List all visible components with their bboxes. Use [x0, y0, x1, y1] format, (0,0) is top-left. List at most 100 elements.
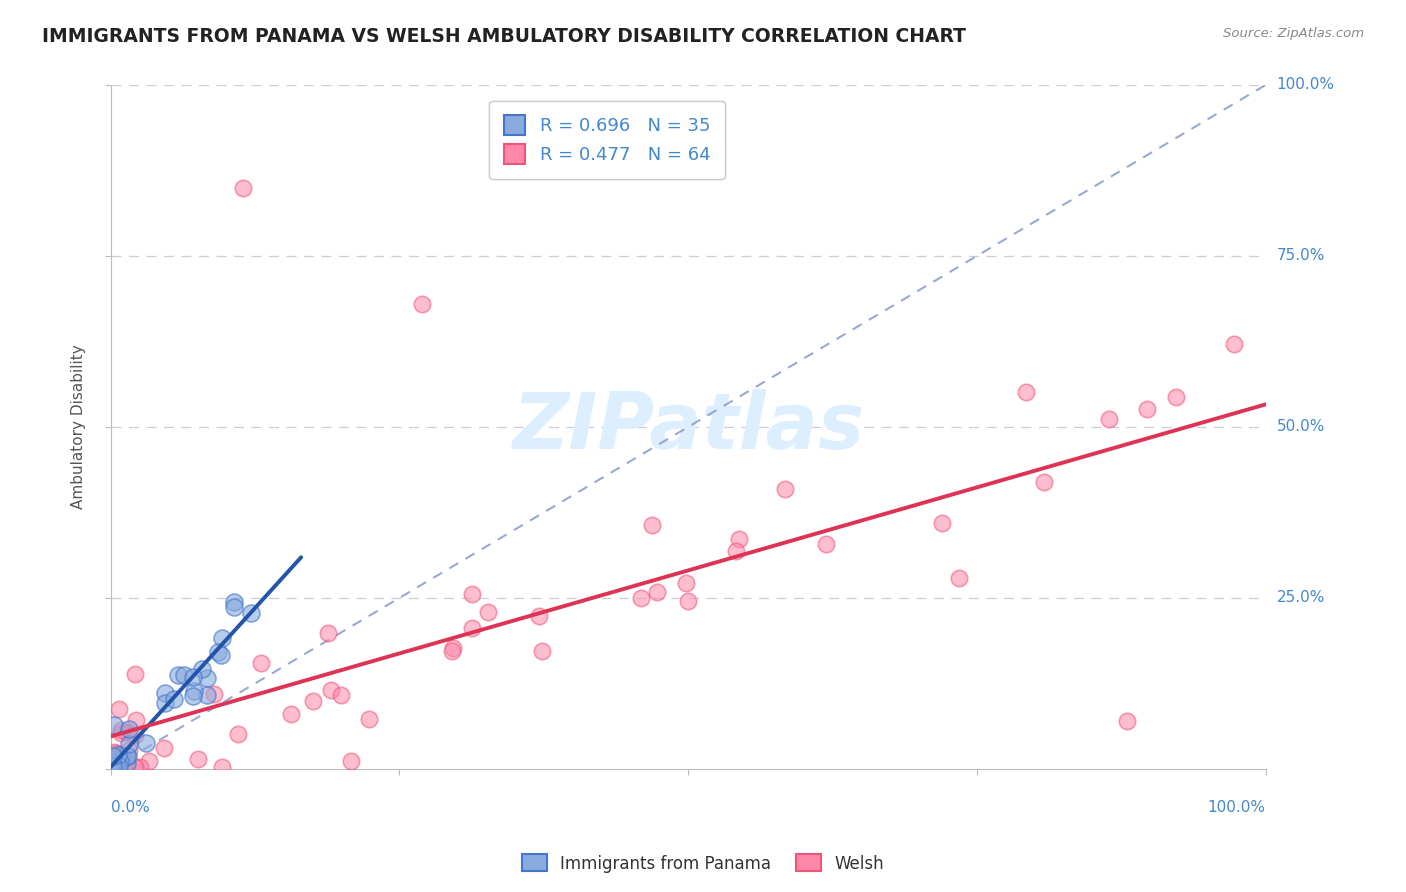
Text: Source: ZipAtlas.com: Source: ZipAtlas.com: [1223, 27, 1364, 40]
Point: [1098, 411, 1121, 425]
Point: [118, 722, 141, 736]
Text: IMMIGRANTS FROM PANAMA VS WELSH AMBULATORY DISABILITY CORRELATION CHART: IMMIGRANTS FROM PANAMA VS WELSH AMBULATO…: [42, 27, 966, 45]
Point: [232, 180, 254, 194]
Point: [301, 693, 323, 707]
Point: [676, 594, 699, 608]
Point: [124, 760, 146, 774]
Text: 75.0%: 75.0%: [1277, 249, 1324, 263]
Point: [339, 754, 361, 768]
Point: [107, 760, 129, 774]
Point: [1015, 384, 1038, 399]
Point: [117, 725, 139, 739]
Point: [1223, 337, 1246, 351]
Point: [114, 751, 136, 765]
Point: [100, 756, 122, 770]
Point: [110, 726, 132, 740]
Point: [181, 669, 204, 683]
Point: [187, 752, 209, 766]
Point: [124, 760, 146, 774]
Point: [411, 297, 433, 311]
Point: [103, 718, 125, 732]
Point: [108, 760, 131, 774]
Point: [727, 532, 749, 546]
Point: [948, 571, 970, 585]
Point: [103, 749, 125, 764]
Point: [530, 644, 553, 658]
Text: 0.0%: 0.0%: [111, 799, 149, 814]
Point: [167, 668, 190, 682]
Point: [107, 760, 129, 774]
Point: [1136, 401, 1159, 416]
Point: [645, 585, 668, 599]
Text: 100.0%: 100.0%: [1277, 78, 1334, 93]
Point: [240, 606, 263, 620]
Text: 100.0%: 100.0%: [1208, 799, 1265, 814]
Point: [775, 483, 797, 497]
Point: [207, 645, 229, 659]
Point: [105, 756, 128, 770]
Legend: R = 0.696   N = 35, R = 0.477   N = 64: R = 0.696 N = 35, R = 0.477 N = 64: [489, 101, 725, 178]
Point: [461, 621, 484, 635]
Point: [107, 758, 129, 772]
Point: [103, 756, 125, 771]
Point: [111, 749, 134, 764]
Point: [124, 667, 146, 681]
Point: [103, 745, 125, 759]
Point: [195, 688, 218, 702]
Point: [641, 518, 664, 533]
Point: [461, 587, 484, 601]
Legend: Immigrants from Panama, Welsh: Immigrants from Panama, Welsh: [515, 847, 891, 880]
Point: [359, 712, 381, 726]
Y-axis label: Ambulatory Disability: Ambulatory Disability: [72, 344, 86, 509]
Point: [477, 605, 499, 619]
Point: [117, 749, 139, 764]
Point: [724, 544, 747, 558]
Text: ZIPatlas: ZIPatlas: [512, 389, 865, 465]
Point: [249, 656, 271, 670]
Point: [1033, 475, 1056, 490]
Point: [107, 758, 129, 772]
Point: [115, 756, 138, 771]
Point: [104, 758, 127, 772]
Point: [100, 749, 122, 764]
Point: [117, 760, 139, 774]
Point: [630, 591, 652, 606]
Point: [183, 683, 205, 698]
Point: [108, 702, 131, 716]
Point: [527, 608, 550, 623]
Point: [280, 706, 302, 721]
Point: [117, 737, 139, 751]
Point: [330, 688, 353, 702]
Point: [124, 729, 146, 743]
Point: [107, 758, 129, 772]
Point: [228, 727, 250, 741]
Point: [115, 749, 138, 764]
Point: [1116, 714, 1139, 728]
Point: [135, 736, 157, 750]
Point: [138, 754, 160, 768]
Point: [319, 682, 342, 697]
Point: [222, 595, 245, 609]
Point: [103, 758, 125, 772]
Point: [105, 746, 128, 760]
Point: [222, 599, 245, 614]
Point: [163, 691, 186, 706]
Point: [183, 689, 205, 703]
Point: [108, 747, 131, 761]
Point: [209, 648, 232, 662]
Point: [440, 644, 463, 658]
Point: [931, 516, 953, 530]
Point: [675, 576, 697, 591]
Point: [153, 741, 176, 756]
Point: [118, 743, 141, 757]
Point: [211, 760, 233, 774]
Point: [211, 631, 233, 645]
Point: [107, 748, 129, 763]
Point: [814, 537, 837, 551]
Point: [316, 626, 339, 640]
Point: [155, 686, 177, 700]
Text: 25.0%: 25.0%: [1277, 591, 1324, 606]
Point: [155, 696, 177, 710]
Point: [125, 713, 148, 727]
Point: [110, 760, 132, 774]
